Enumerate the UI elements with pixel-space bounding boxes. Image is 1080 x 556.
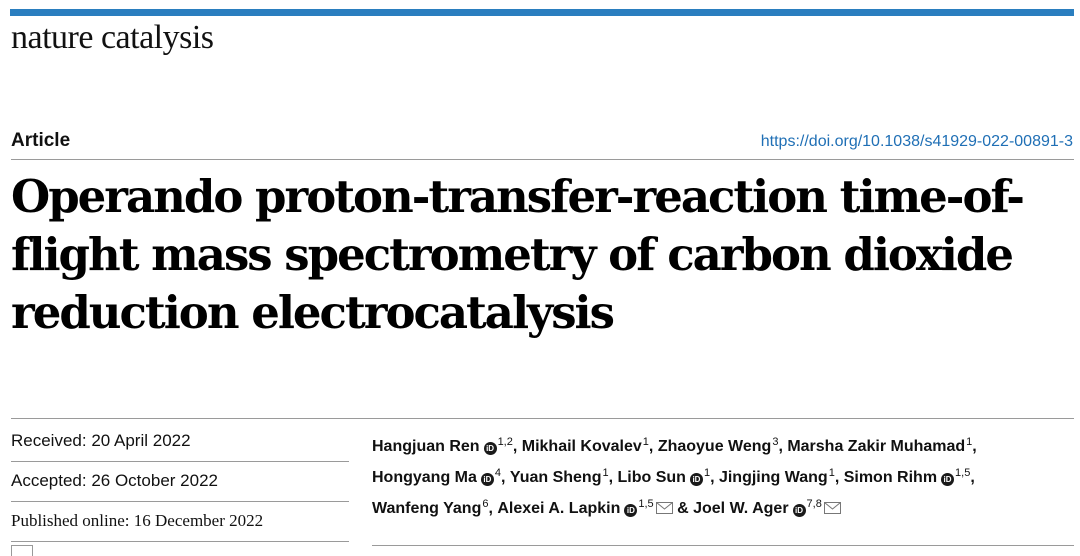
article-title: Operando proton-transfer-reaction time-o… <box>11 170 1025 339</box>
orcid-icon[interactable]: iD <box>792 504 806 517</box>
affiliation-number: 1 <box>703 467 711 479</box>
check-updates-icon[interactable] <box>11 545 33 556</box>
date-divider <box>11 461 349 462</box>
affiliation-number: 1 <box>642 436 649 448</box>
author-name[interactable]: Hangjuan Ren <box>372 438 480 455</box>
author-name[interactable]: Jingjing Wang <box>718 469 828 486</box>
affiliation-number: 1 <box>602 467 609 479</box>
author-separator: , <box>501 469 510 486</box>
author-item: Alexei A. Lapkin iD1,5 & <box>497 498 694 517</box>
author-item: Joel W. Ager iD7,8 <box>693 498 841 517</box>
author-list: Hangjuan Ren iD1,2, Mikhail Kovalev1, Zha… <box>372 429 1072 523</box>
brand-color-bar <box>10 9 1074 16</box>
author-item: Simon Rihm iD1,5, <box>843 467 975 486</box>
author-item: Mikhail Kovalev1, <box>521 436 658 455</box>
author-item: Marsha Zakir Muhamad1, <box>787 436 977 455</box>
affiliation-number: 1 <box>828 467 835 479</box>
author-divider <box>372 545 1074 546</box>
accepted-date: Accepted: 26 October 2022 <box>11 471 218 490</box>
header-divider <box>11 159 1074 160</box>
affiliation-number: 1 <box>966 436 973 448</box>
author-item: Hongyang Ma iD4, <box>372 467 510 486</box>
author-name[interactable]: Yuan Sheng <box>509 469 602 486</box>
envelope-icon[interactable] <box>655 497 673 523</box>
author-name[interactable]: Mikhail Kovalev <box>521 438 642 455</box>
author-name[interactable]: Libo Sun <box>617 469 686 486</box>
author-name[interactable]: Marsha Zakir Muhamad <box>787 438 966 455</box>
author-item: Zhaoyue Weng3, <box>657 436 788 455</box>
published-date: Published online: 16 December 2022 <box>11 511 264 530</box>
article-type: Article <box>11 130 71 151</box>
author-separator: , <box>972 438 977 455</box>
author-item: Hangjuan Ren iD1,2, <box>372 436 522 455</box>
doi-link[interactable]: https://doi.org/10.1038/s41929-022-00891… <box>760 133 1073 150</box>
date-divider <box>11 541 349 542</box>
author-separator: & <box>672 500 694 517</box>
affiliation-number: 1,2 <box>497 436 513 448</box>
orcid-icon[interactable]: iD <box>624 504 638 517</box>
orcid-icon[interactable]: iD <box>480 473 494 486</box>
author-item: Yuan Sheng1, <box>509 467 618 486</box>
date-divider <box>11 501 349 502</box>
received-date: Received: 20 April 2022 <box>11 431 191 450</box>
author-separator: , <box>834 469 844 486</box>
affiliation-number: 6 <box>482 498 489 510</box>
author-name[interactable]: Zhaoyue Weng <box>657 438 772 455</box>
author-item: Wanfeng Yang6, <box>372 498 498 517</box>
author-separator: , <box>608 469 618 486</box>
author-name[interactable]: Simon Rihm <box>843 469 938 486</box>
author-separator: , <box>710 469 719 486</box>
author-item: Jingjing Wang1, <box>718 467 844 486</box>
author-separator: , <box>778 438 788 455</box>
orcid-icon[interactable]: iD <box>941 473 955 486</box>
author-separator: , <box>970 469 975 486</box>
metadata-divider <box>11 418 1074 419</box>
author-item: Libo Sun iD1, <box>617 467 719 486</box>
author-name[interactable]: Wanfeng Yang <box>372 500 482 517</box>
journal-name: nature catalysis <box>11 19 214 56</box>
author-name[interactable]: Hongyang Ma <box>372 469 477 486</box>
affiliation-number: 1,5 <box>955 467 971 479</box>
author-name[interactable]: Alexei A. Lapkin <box>497 500 621 517</box>
author-separator: , <box>512 438 522 455</box>
author-name[interactable]: Joel W. Ager <box>693 500 789 517</box>
affiliation-number: 3 <box>772 436 779 448</box>
affiliation-number: 4 <box>494 467 502 479</box>
author-separator: , <box>648 438 658 455</box>
affiliation-number: 1,5 <box>638 498 654 510</box>
affiliation-number: 7,8 <box>806 498 822 510</box>
orcid-icon[interactable]: iD <box>689 473 703 486</box>
orcid-icon[interactable]: iD <box>483 442 497 455</box>
author-separator: , <box>488 500 498 517</box>
envelope-icon[interactable] <box>823 497 841 523</box>
